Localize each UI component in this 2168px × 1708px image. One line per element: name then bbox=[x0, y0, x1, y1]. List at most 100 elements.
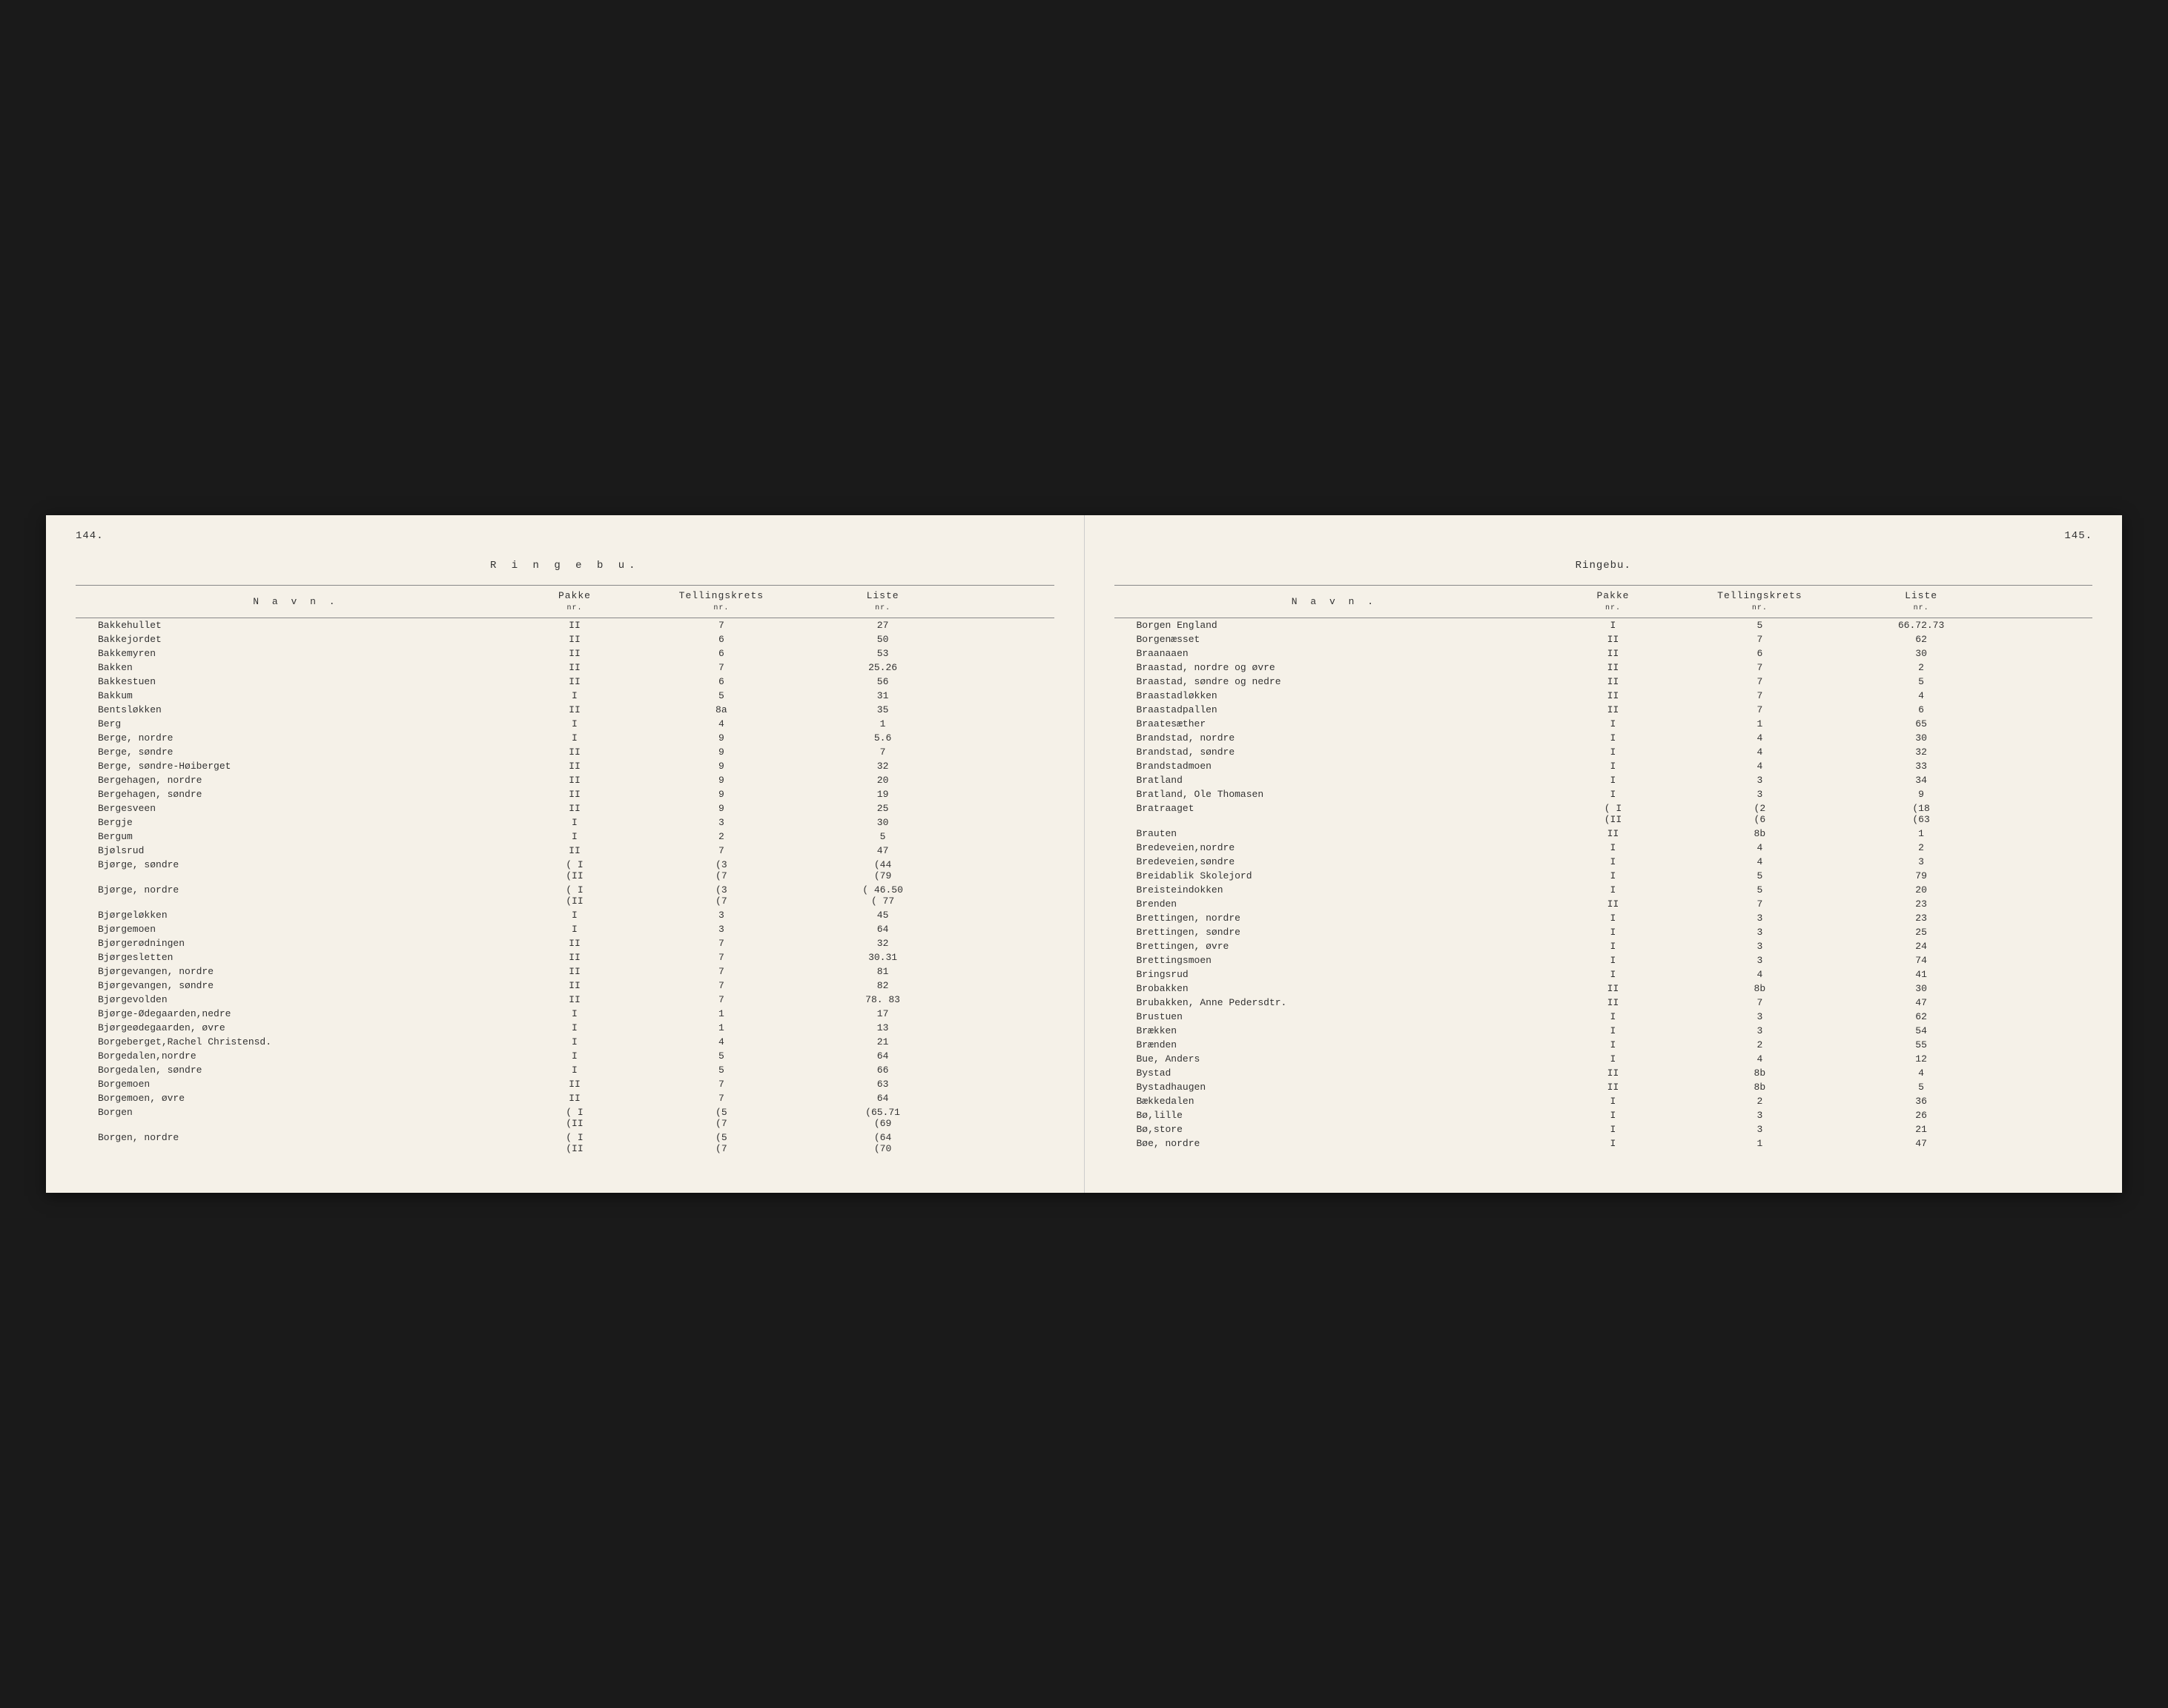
table-row: BjørgerødningenII732 bbox=[76, 936, 1054, 950]
cell-tellings: 3 bbox=[1672, 925, 1848, 939]
cell-liste: 7 bbox=[810, 745, 956, 759]
cell-pakke: II bbox=[516, 1077, 633, 1091]
table-row: BergumI25 bbox=[76, 830, 1054, 844]
cell-tellings: 7 bbox=[633, 993, 810, 1007]
cell-liste: (64 (70 bbox=[810, 1131, 956, 1156]
cell-tellings: 3 bbox=[1672, 1122, 1848, 1136]
cell-pakke: I bbox=[1554, 841, 1671, 855]
cell-extra bbox=[956, 936, 1054, 950]
cell-pakke: I bbox=[1554, 618, 1671, 633]
header-tellings-sub-r: nr. bbox=[1752, 604, 1768, 612]
table-row: Bø,storeI321 bbox=[1114, 1122, 2093, 1136]
table-row: BakkestuenII656 bbox=[76, 675, 1054, 689]
cell-tellings: 7 bbox=[1672, 661, 1848, 675]
header-liste-r: Liste nr. bbox=[1848, 586, 1995, 618]
cell-pakke: II bbox=[1554, 703, 1671, 717]
table-row: BakkejordetII650 bbox=[76, 632, 1054, 646]
table-row: BraatesætherI165 bbox=[1114, 717, 2093, 731]
cell-pakke: I bbox=[516, 731, 633, 745]
cell-liste: 53 bbox=[810, 646, 956, 661]
cell-liste: 26 bbox=[1848, 1108, 1995, 1122]
cell-name: Brettingen, nordre bbox=[1114, 911, 1555, 925]
cell-tellings: 4 bbox=[1672, 759, 1848, 773]
cell-name: Borgeberget,Rachel Christensd. bbox=[76, 1035, 516, 1049]
cell-tellings: (5 (7 bbox=[633, 1105, 810, 1131]
cell-tellings: 3 bbox=[1672, 773, 1848, 787]
cell-tellings: (5 (7 bbox=[633, 1131, 810, 1156]
cell-name: Bratraaget bbox=[1114, 801, 1555, 827]
cell-tellings: 9 bbox=[633, 773, 810, 787]
district-title-right: Ringebu. bbox=[1114, 560, 2093, 572]
cell-extra bbox=[1995, 1052, 2092, 1066]
cell-liste: 30 bbox=[1848, 982, 1995, 996]
cell-pakke: I bbox=[516, 1063, 633, 1077]
cell-name: Breisteindokken bbox=[1114, 883, 1555, 897]
cell-liste: 9 bbox=[1848, 787, 1995, 801]
cell-pakke: I bbox=[1554, 911, 1671, 925]
table-row: Brettingen, nordreI323 bbox=[1114, 911, 2093, 925]
table-row: Borgen EnglandI566.72.73 bbox=[1114, 618, 2093, 633]
header-liste-label: Liste bbox=[867, 590, 899, 601]
cell-extra bbox=[1995, 1080, 2092, 1094]
table-row: Berge, søndre-HøibergetII932 bbox=[76, 759, 1054, 773]
header-liste-sub: nr. bbox=[875, 604, 890, 612]
cell-name: Bue, Anders bbox=[1114, 1052, 1555, 1066]
cell-tellings: 3 bbox=[1672, 1108, 1848, 1122]
cell-name: Borgenæsset bbox=[1114, 632, 1555, 646]
page-number-left: 144. bbox=[76, 530, 104, 542]
cell-liste: 56 bbox=[810, 675, 956, 689]
cell-tellings: 6 bbox=[633, 646, 810, 661]
cell-name: Breidablik Skolejord bbox=[1114, 869, 1555, 883]
cell-extra bbox=[956, 801, 1054, 815]
table-row: BratlandI334 bbox=[1114, 773, 2093, 787]
table-row: BergjeI330 bbox=[76, 815, 1054, 830]
cell-name: Brettingsmoen bbox=[1114, 953, 1555, 967]
cell-tellings: 3 bbox=[1672, 1024, 1848, 1038]
cell-tellings: 9 bbox=[633, 759, 810, 773]
header-liste: Liste nr. bbox=[810, 586, 956, 618]
cell-name: Brandstad, søndre bbox=[1114, 745, 1555, 759]
cell-extra bbox=[1995, 773, 2092, 787]
document-container: 144. R i n g e b u. N a v n . Pakke nr. … bbox=[46, 515, 2122, 1193]
cell-extra bbox=[956, 1035, 1054, 1049]
cell-liste: 6 bbox=[1848, 703, 1995, 717]
cell-name: Bjørge-Ødegaarden,nedre bbox=[76, 1007, 516, 1021]
table-row: Borgen, nordre( I (II(5 (7(64 (70 bbox=[76, 1131, 1054, 1156]
left-table-header: N a v n . Pakke nr. Tellingskrets nr. Li… bbox=[76, 586, 1054, 618]
cell-tellings: 7 bbox=[1672, 703, 1848, 717]
cell-pakke: I bbox=[1554, 1010, 1671, 1024]
cell-extra bbox=[956, 883, 1054, 908]
cell-pakke: I bbox=[516, 908, 633, 922]
cell-tellings: 1 bbox=[1672, 1136, 1848, 1151]
cell-name: Bakkestuen bbox=[76, 675, 516, 689]
cell-name: Borgemoen bbox=[76, 1077, 516, 1091]
cell-tellings: 2 bbox=[633, 830, 810, 844]
cell-name: Bjørgerødningen bbox=[76, 936, 516, 950]
cell-extra bbox=[1995, 827, 2092, 841]
table-row: Borgedalen,nordreI564 bbox=[76, 1049, 1054, 1063]
cell-liste: 82 bbox=[810, 979, 956, 993]
cell-extra bbox=[1995, 646, 2092, 661]
cell-extra bbox=[956, 618, 1054, 633]
header-tellings-sub: nr. bbox=[713, 604, 729, 612]
header-pakke-label: Pakke bbox=[558, 590, 591, 601]
cell-name: Bergum bbox=[76, 830, 516, 844]
cell-extra bbox=[956, 1063, 1054, 1077]
cell-pakke: I bbox=[1554, 1052, 1671, 1066]
cell-name: Bringsrud bbox=[1114, 967, 1555, 982]
cell-liste: 3 bbox=[1848, 855, 1995, 869]
cell-name: Borgen bbox=[76, 1105, 516, 1131]
cell-name: Bjørgeløkken bbox=[76, 908, 516, 922]
cell-name: Borgemoen, øvre bbox=[76, 1091, 516, 1105]
cell-name: Braastad, nordre og øvre bbox=[1114, 661, 1555, 675]
cell-name: Bergehagen, nordre bbox=[76, 773, 516, 787]
table-row: Bjørgevangen, nordreII781 bbox=[76, 964, 1054, 979]
cell-extra bbox=[956, 731, 1054, 745]
cell-extra bbox=[1995, 618, 2092, 633]
cell-pakke: II bbox=[516, 618, 633, 633]
cell-name: Brandstad, nordre bbox=[1114, 731, 1555, 745]
cell-liste: 33 bbox=[1848, 759, 1995, 773]
cell-name: Borgen England bbox=[1114, 618, 1555, 633]
cell-tellings: 7 bbox=[633, 661, 810, 675]
cell-extra bbox=[956, 759, 1054, 773]
